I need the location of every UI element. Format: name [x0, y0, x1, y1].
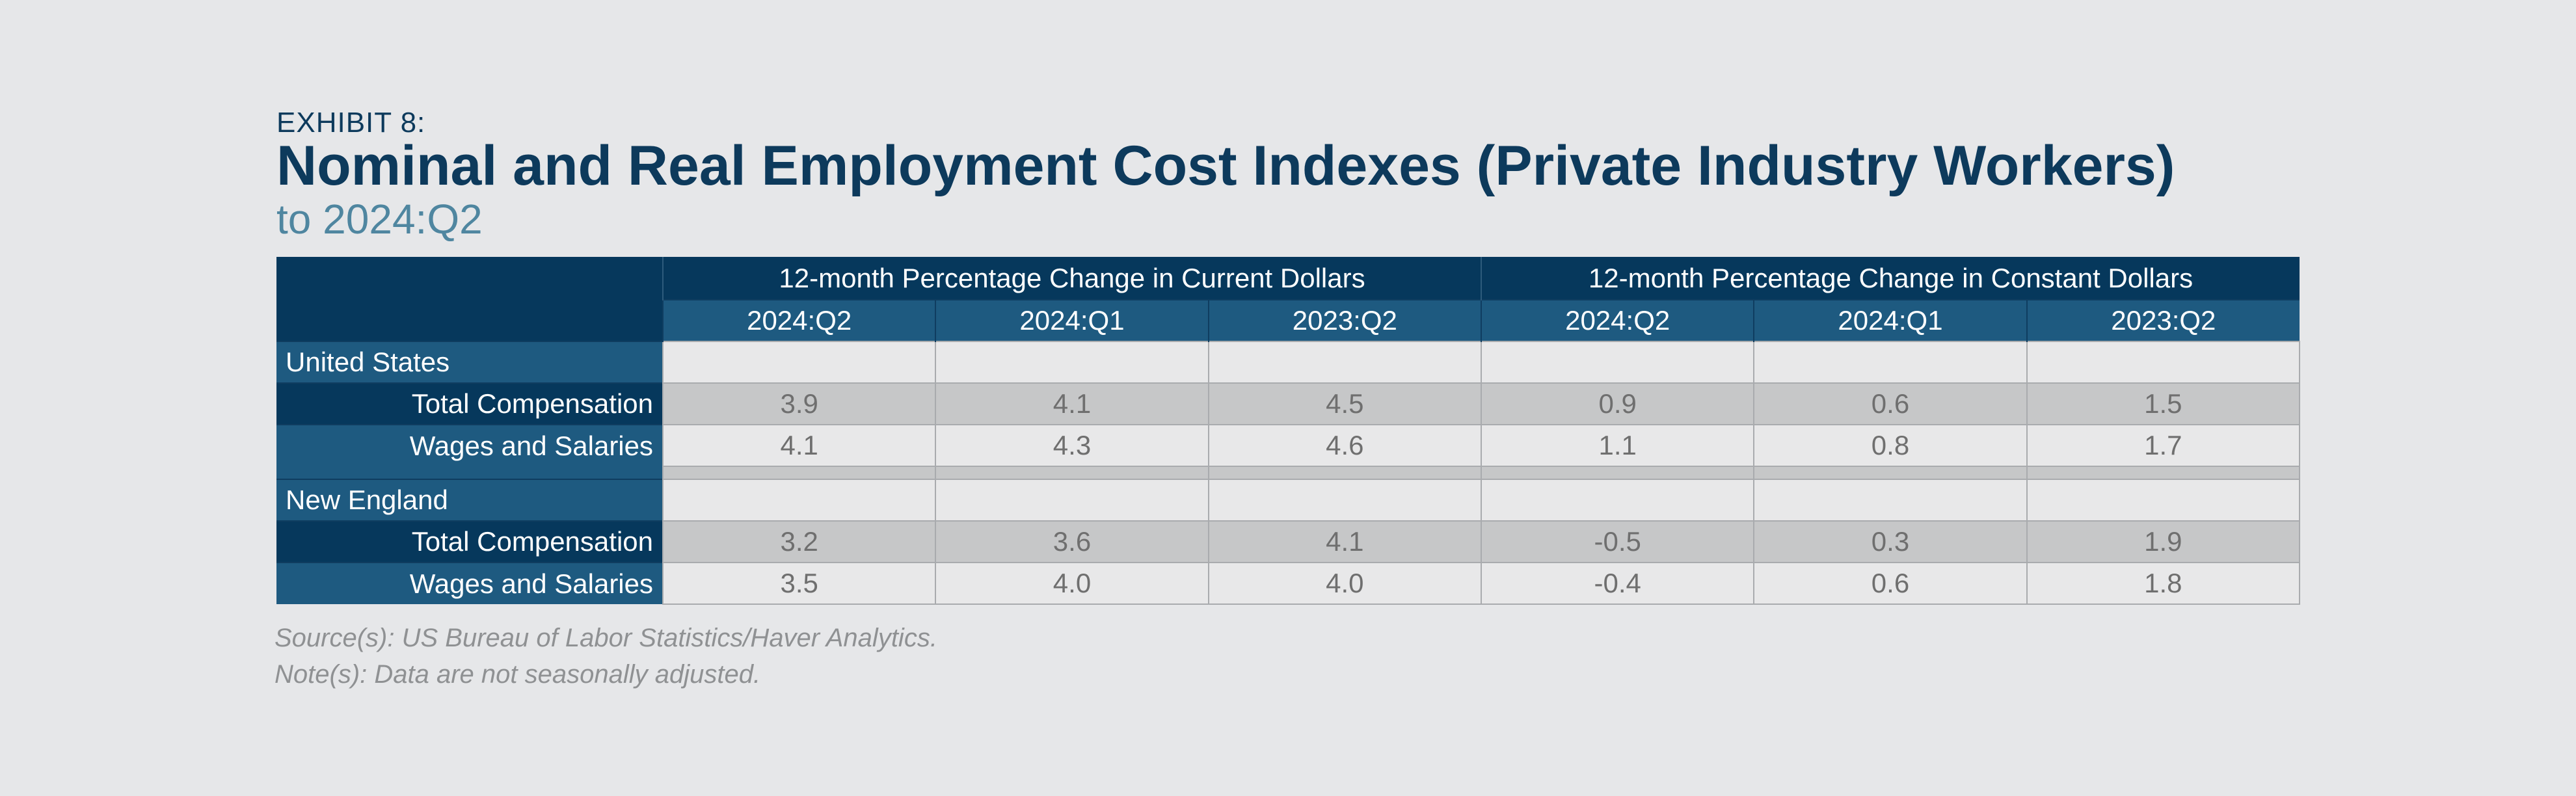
table-row: Wages and Salaries 3.5 4.0 4.0 -0.4 0.6 …: [276, 562, 2301, 605]
column-header: 2024:Q2: [662, 299, 936, 341]
table-cell: 4.0: [1207, 562, 1483, 605]
group-header-constant-dollars: 12-month Percentage Change in Constant D…: [1480, 257, 2300, 300]
table-cell: [662, 479, 937, 522]
column-group-header-row: 12-month Percentage Change in Current Do…: [276, 257, 2300, 300]
table-cell: [2026, 341, 2301, 384]
table-cell: [1753, 479, 2028, 522]
table-cell: 0.9: [1480, 382, 1755, 425]
page-title: Nominal and Real Employment Cost Indexes…: [276, 135, 2175, 197]
table-cell: [1480, 341, 1755, 384]
table-cell: 1.9: [2026, 520, 2301, 563]
spacer-cell: [1207, 466, 1483, 480]
data-table-container: 12-month Percentage Change in Current Do…: [276, 257, 2301, 605]
row-label: Wages and Salaries: [276, 424, 663, 466]
spacer-cell: [1753, 466, 2028, 480]
region-label: New England: [276, 479, 663, 521]
row-label: Total Compensation: [276, 520, 663, 563]
table-cell: [1207, 341, 1483, 384]
spacer-cell: [2026, 466, 2301, 480]
column-header: 2024:Q1: [1753, 299, 2027, 341]
table-row: Wages and Salaries 4.1 4.3 4.6 1.1 0.8 1…: [276, 424, 2301, 467]
spacer-cell: [935, 466, 1209, 480]
region-row-united-states: United States: [276, 341, 2301, 384]
table-cell: 4.1: [662, 424, 937, 467]
table-cell: 1.1: [1480, 424, 1755, 467]
table-cell: 4.3: [935, 424, 1209, 467]
table-cell: 1.7: [2026, 424, 2301, 467]
source-note: Source(s): US Bureau of Labor Statistics…: [275, 624, 937, 652]
row-label: Wages and Salaries: [276, 562, 663, 604]
table-cell: 4.1: [935, 382, 1209, 425]
table-cell: 1.8: [2026, 562, 2301, 605]
corner-cell: [276, 300, 663, 341]
table-cell: 3.6: [935, 520, 1209, 563]
table-cell: -0.4: [1480, 562, 1755, 605]
spacer-cell: [662, 466, 937, 480]
data-table: 12-month Percentage Change in Current Do…: [276, 257, 2301, 605]
table-cell: [2026, 479, 2301, 522]
spacer-cell: [276, 466, 663, 479]
table-cell: 4.5: [1207, 382, 1483, 425]
footnotes: Source(s): US Bureau of Labor Statistics…: [275, 620, 937, 693]
table-cell: 3.9: [662, 382, 937, 425]
group-header-current-dollars: 12-month Percentage Change in Current Do…: [662, 257, 1481, 300]
table-cell: [935, 341, 1209, 384]
table-cell: 0.3: [1753, 520, 2028, 563]
exhibit-label: EXHIBIT 8:: [276, 107, 426, 139]
column-header: 2023:Q2: [1207, 299, 1481, 341]
spacer-cell: [1480, 466, 1755, 480]
row-label: Total Compensation: [276, 382, 663, 425]
table-cell: -0.5: [1480, 520, 1755, 563]
column-header: 2024:Q1: [935, 299, 1209, 341]
table-cell: 3.5: [662, 562, 937, 605]
table-cell: 1.5: [2026, 382, 2301, 425]
table-cell: [1753, 341, 2028, 384]
table-cell: [935, 479, 1209, 522]
data-note: Note(s): Data are not seasonally adjuste…: [275, 660, 761, 689]
corner-cell: [276, 257, 663, 300]
page-subtitle: to 2024:Q2: [276, 196, 483, 243]
column-header: 2024:Q2: [1480, 299, 1754, 341]
section-spacer-row: [276, 466, 2301, 480]
table-cell: 0.6: [1753, 382, 2028, 425]
table-cell: 4.0: [935, 562, 1209, 605]
table-cell: [662, 341, 937, 384]
region-row-new-england: New England: [276, 479, 2301, 522]
table-cell: 4.6: [1207, 424, 1483, 467]
column-header-row: 2024:Q2 2024:Q1 2023:Q2 2024:Q2 2024:Q1 …: [276, 299, 2300, 341]
table-cell: 3.2: [662, 520, 937, 563]
table-cell: 4.1: [1207, 520, 1483, 563]
table-row: Total Compensation 3.9 4.1 4.5 0.9 0.6 1…: [276, 382, 2301, 425]
table-row: Total Compensation 3.2 3.6 4.1 -0.5 0.3 …: [276, 520, 2301, 563]
table-cell: 0.8: [1753, 424, 2028, 467]
region-label: United States: [276, 341, 663, 383]
table-cell: 0.6: [1753, 562, 2028, 605]
table-cell: [1480, 479, 1755, 522]
table-cell: [1207, 479, 1483, 522]
column-header: 2023:Q2: [2026, 299, 2300, 341]
